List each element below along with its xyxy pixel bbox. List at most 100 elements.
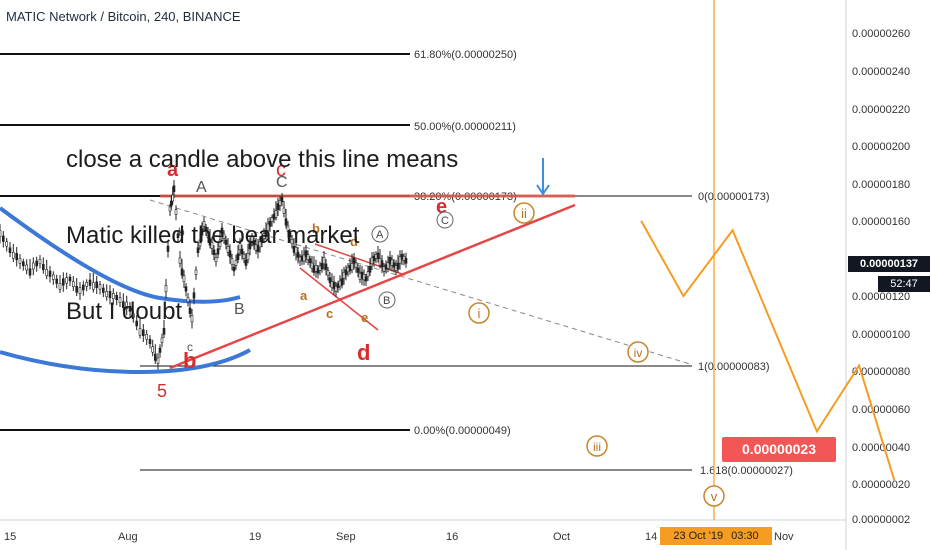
candle-body — [186, 296, 190, 303]
candle-body — [88, 279, 92, 286]
projection-label-i: i — [478, 306, 481, 321]
candle-body — [156, 357, 160, 364]
candle-body — [182, 275, 186, 283]
candle-body — [206, 232, 210, 238]
crosshair-date: 23 Oct '19 — [673, 530, 724, 542]
candle-body — [160, 337, 164, 343]
candle-body — [72, 281, 75, 288]
candle-body — [232, 266, 236, 272]
candle-body — [128, 305, 132, 312]
projection-label-iii: iii — [593, 440, 601, 454]
candle-body — [344, 269, 348, 276]
candle-body — [280, 197, 284, 203]
wave-label-5: 5 — [157, 381, 167, 401]
candle-body — [35, 260, 39, 267]
candle-body — [204, 226, 208, 232]
blue-arc-lower — [0, 348, 251, 375]
projection-circle-v — [703, 485, 725, 507]
candle-body — [174, 209, 178, 215]
candle-body — [65, 277, 68, 284]
support-trendline — [169, 203, 576, 370]
candle-body — [356, 267, 360, 273]
time-tick: Sep — [336, 531, 356, 543]
candle-body — [154, 353, 157, 361]
candle-body — [228, 250, 232, 258]
candle-body — [308, 258, 312, 264]
price-tick: 0.00000100 — [852, 329, 910, 341]
candle-body — [276, 203, 280, 210]
annotation-line-2: Matic killed the bear market — [66, 222, 360, 249]
candle-body — [274, 210, 278, 218]
candle-body — [284, 218, 288, 226]
candle-body — [176, 233, 180, 238]
candle-body — [112, 292, 115, 300]
wave-labels: a b c d e 5 A B C a b c d e b c — [157, 159, 447, 401]
candle-body — [12, 252, 15, 259]
circled-labels: A B C — [371, 211, 454, 309]
wave-label-d: d — [357, 340, 370, 365]
candle-body — [246, 253, 250, 261]
candle-body — [264, 230, 268, 237]
wave-label-C: C — [276, 174, 288, 191]
candle-body — [162, 327, 166, 335]
annotation-line-3: But I doubt — [66, 298, 183, 325]
candle-body — [41, 263, 45, 271]
crosshair-date-tag: 23 Oct '19 03:30 — [660, 527, 772, 545]
current-price-tag: 0.00000137 — [848, 256, 930, 272]
wave-label-c: c — [276, 159, 286, 181]
candle-body — [21, 261, 25, 267]
projection-labels: i ii iii iv v — [468, 202, 725, 507]
candle-body — [252, 240, 256, 246]
candle-body — [196, 247, 200, 253]
time-tick: 15 — [4, 531, 16, 543]
projection-path — [640, 220, 896, 481]
candle-body — [75, 285, 78, 293]
minor-label-c: c — [326, 306, 333, 321]
candle-body — [15, 253, 18, 261]
minor-label-d: d — [350, 234, 358, 249]
candle-body — [266, 223, 270, 231]
candle-body — [194, 269, 198, 275]
price-tick: 0.00000220 — [852, 104, 910, 116]
candle-body — [268, 221, 272, 227]
candle-body — [392, 262, 396, 268]
candle-body — [1, 235, 5, 242]
candle-body — [31, 262, 35, 270]
candle-body — [115, 294, 118, 301]
candle-body — [380, 260, 384, 268]
wave-label-A: A — [196, 179, 207, 196]
candle-body — [270, 217, 274, 222]
wave-label-b: b — [183, 348, 196, 373]
candle-body — [226, 246, 230, 253]
candle-body — [28, 268, 32, 276]
candle-body — [138, 328, 142, 336]
candle-body — [178, 257, 182, 264]
price-tick: 0.00000060 — [852, 404, 910, 416]
wave-label-a: a — [167, 159, 179, 181]
annotation-text: close a candle above this line means Mat… — [66, 97, 458, 350]
candle-body — [242, 254, 246, 259]
price-candles — [0, 180, 408, 370]
projection-label-ii: ii — [521, 206, 527, 221]
candle-body — [55, 278, 59, 284]
price-tick: 0.00000080 — [852, 366, 910, 378]
candle-body — [8, 247, 12, 253]
price-tick: 0.00000040 — [852, 442, 910, 454]
candle-body — [202, 221, 206, 227]
blue-arc-upper — [0, 206, 241, 304]
candle-body — [166, 245, 170, 252]
candle-body — [102, 287, 105, 293]
candle-body — [366, 271, 370, 278]
candle-body — [340, 278, 344, 286]
time-axis: 15 Aug 19 Sep 16 Oct 14 Nov — [4, 531, 794, 543]
minor-label-b: b — [312, 221, 320, 236]
candle-body — [172, 185, 176, 192]
candle-body — [0, 230, 2, 238]
fib-label: 1(0.00000083) — [698, 361, 770, 373]
candle-body — [190, 314, 194, 323]
candle-body — [98, 284, 102, 290]
candle-body — [95, 281, 98, 289]
candle-body — [105, 290, 108, 298]
price-tick: 0.00000160 — [852, 216, 910, 228]
